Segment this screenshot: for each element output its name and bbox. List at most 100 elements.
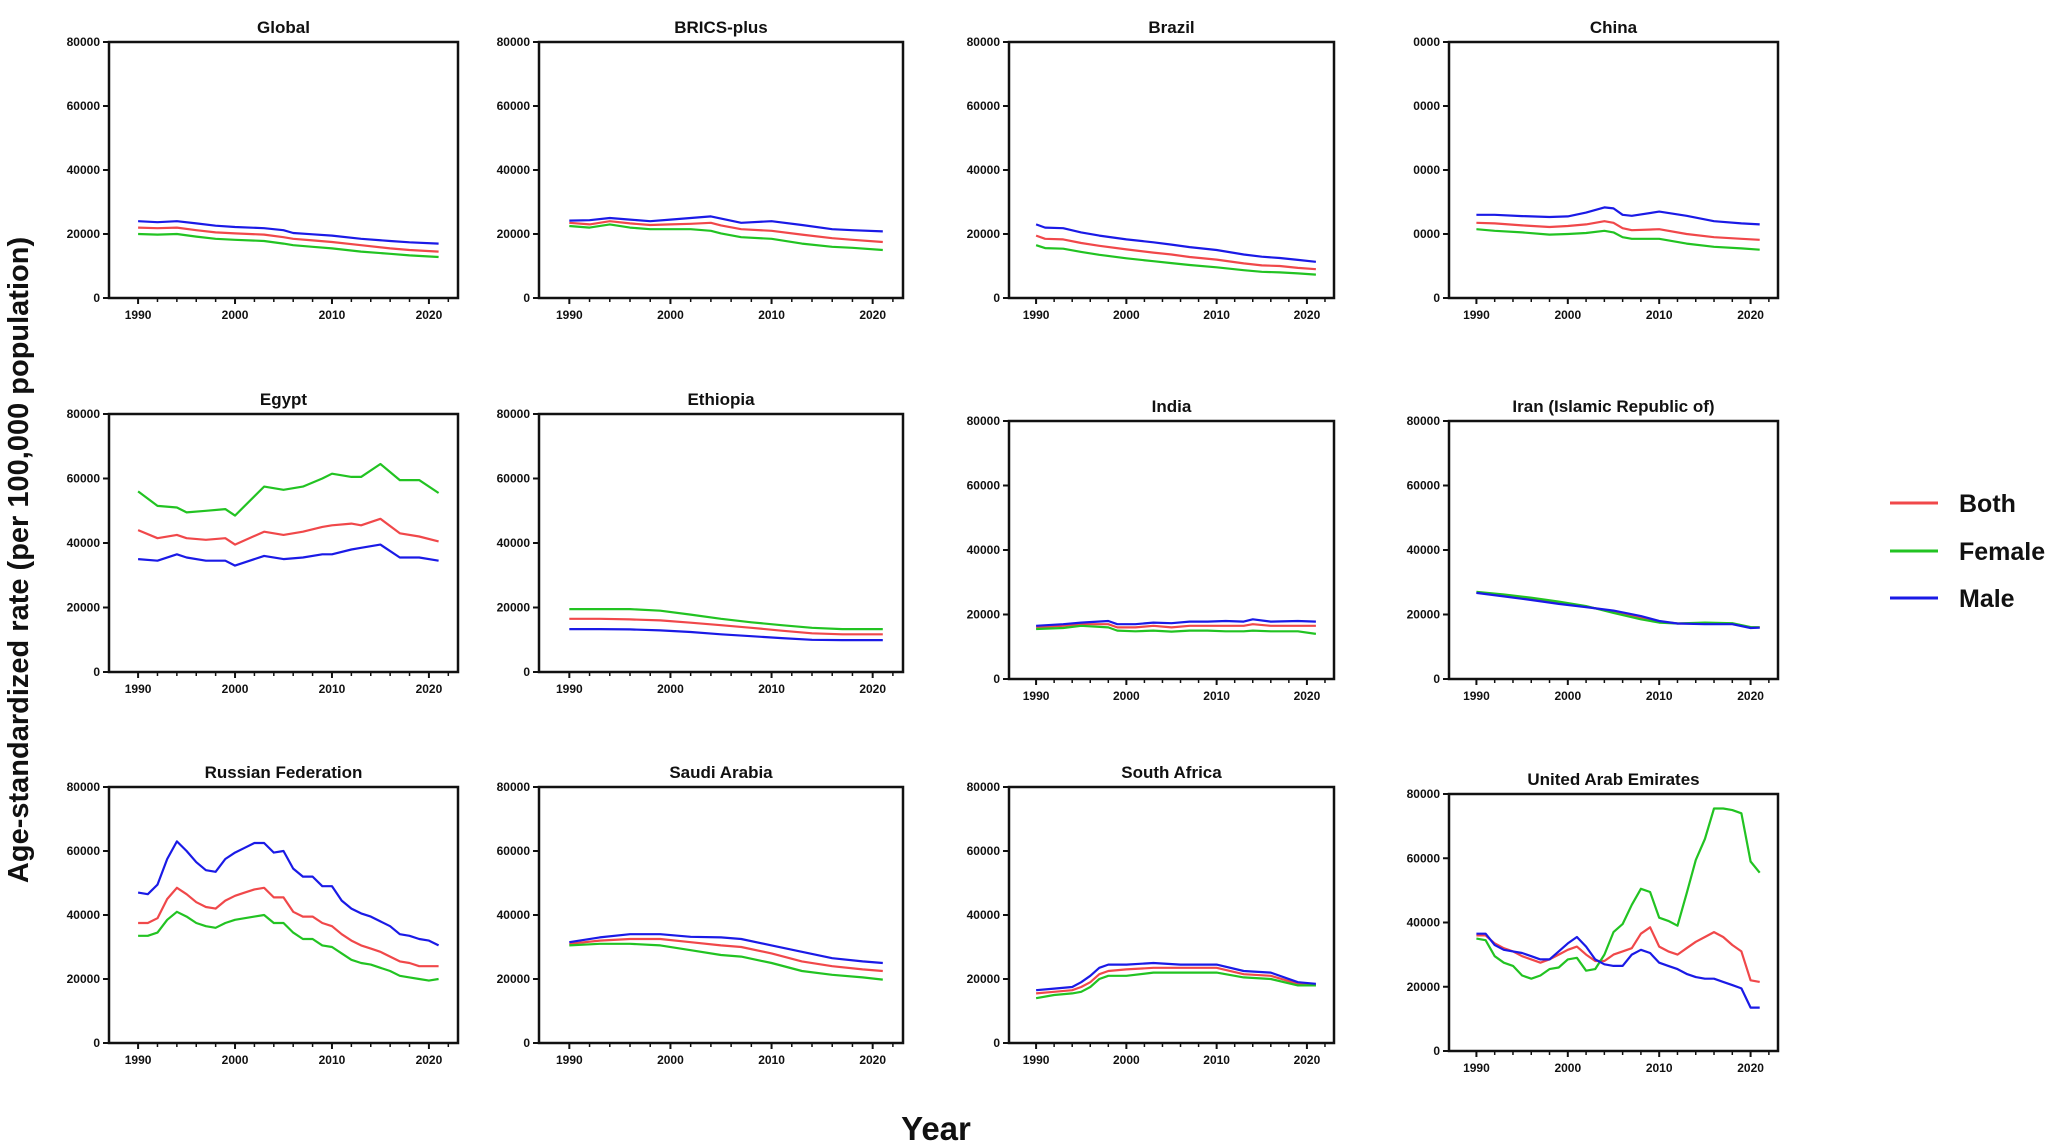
- x-tick-label: 2000: [1113, 689, 1140, 703]
- y-tick-label: 80000: [967, 780, 1001, 794]
- y-tick-label: 60000: [67, 844, 101, 858]
- y-tick-label: 0: [523, 291, 530, 305]
- y-tick-label: 0000: [1413, 99, 1440, 113]
- panel-iran-islamic-republic-of: Iran (Islamic Republic of) 0 20000 40000 600…: [1407, 397, 1780, 703]
- x-tick-label: 2020: [1737, 308, 1764, 322]
- y-tick-label: 80000: [67, 407, 101, 421]
- panel-title: India: [1152, 397, 1192, 416]
- x-tick-label: 2000: [657, 1053, 684, 1067]
- series-line-male: [569, 215, 883, 233]
- panel-title: BRICS-plus: [674, 18, 768, 37]
- y-tick-label: 60000: [497, 472, 531, 486]
- panel-global: Global 0 20000 40000 60000 80000 1990 2000 2010 2…: [67, 18, 460, 322]
- series-line-male: [1476, 591, 1760, 630]
- x-tick-label: 1990: [556, 308, 583, 322]
- y-axis-label: Age-standardized rate (per 100,000 popul…: [3, 237, 35, 883]
- y-tick-label: 20000: [497, 972, 531, 986]
- y-tick-label: 40000: [1407, 916, 1441, 930]
- panel-title: Egypt: [260, 390, 308, 409]
- series-line-female: [1036, 624, 1317, 635]
- panel-title: Russian Federation: [205, 763, 363, 782]
- y-tick-label: 0: [523, 1036, 530, 1050]
- plot-frame: [537, 40, 905, 300]
- panel-title: South Africa: [1121, 763, 1222, 782]
- series-line-female: [1476, 228, 1760, 251]
- y-tick-label: 80000: [67, 780, 101, 794]
- y-tick-label: 60000: [967, 99, 1001, 113]
- y-tick-label: 20000: [67, 601, 101, 615]
- y-tick-label: 80000: [497, 35, 531, 49]
- y-tick-label: 0: [993, 672, 1000, 686]
- y-tick-label: 20000: [1407, 980, 1441, 994]
- y-tick-label: 20000: [967, 608, 1001, 622]
- x-tick-label: 2020: [1737, 1061, 1764, 1075]
- series-line-both: [137, 517, 439, 546]
- y-tick-label: 60000: [967, 479, 1001, 493]
- x-tick-label: 2010: [758, 308, 785, 322]
- x-tick-label: 2020: [1294, 308, 1321, 322]
- y-tick-label: 20000: [967, 227, 1001, 241]
- legend-item-both: Both: [1890, 490, 2016, 518]
- legend-item-female: Female: [1890, 538, 2045, 566]
- series-line-female: [569, 607, 883, 631]
- panel-title: United Arab Emirates: [1527, 770, 1699, 789]
- y-tick-label: 80000: [967, 414, 1001, 428]
- y-tick-label: 40000: [967, 163, 1001, 177]
- x-tick-label: 2000: [657, 308, 684, 322]
- series-line-both: [1476, 220, 1760, 241]
- x-tick-label: 2000: [222, 682, 249, 696]
- series-line-female: [1476, 807, 1761, 980]
- y-tick-label: 80000: [967, 35, 1001, 49]
- x-tick-label: 1990: [556, 682, 583, 696]
- y-tick-label: 60000: [1407, 851, 1441, 865]
- panel-title: China: [1590, 18, 1638, 37]
- y-tick-label: 40000: [67, 908, 101, 922]
- series-line-both: [1036, 966, 1316, 995]
- y-tick-label: 20000: [1407, 608, 1441, 622]
- y-tick-label: 20000: [67, 227, 101, 241]
- plot-frame: [1007, 419, 1336, 681]
- legend-label-female: Female: [1959, 538, 2045, 566]
- y-tick-label: 60000: [497, 99, 531, 113]
- series-line-male: [138, 543, 439, 567]
- series-line-female: [1035, 971, 1316, 1000]
- x-tick-label: 1990: [1023, 689, 1050, 703]
- y-tick-label: 0: [1433, 672, 1440, 686]
- x-tick-label: 1990: [556, 1053, 583, 1067]
- y-tick-label: 20000: [67, 972, 101, 986]
- x-tick-label: 2010: [319, 308, 346, 322]
- y-tick-label: 0: [993, 1036, 1000, 1050]
- panel-title: Brazil: [1148, 18, 1194, 37]
- series-line-both: [138, 886, 439, 968]
- series-line-male: [1036, 618, 1316, 627]
- plot-frame: [107, 412, 460, 674]
- legend-label-both: Both: [1959, 490, 2016, 518]
- y-tick-label: 40000: [967, 908, 1001, 922]
- x-tick-label: 2010: [1646, 1061, 1673, 1075]
- x-tick-label: 1990: [1463, 689, 1490, 703]
- series-line-male: [1035, 223, 1317, 263]
- y-tick-label: 60000: [497, 844, 531, 858]
- y-tick-label: 0: [523, 665, 530, 679]
- series-line-female: [1035, 244, 1316, 276]
- panel-brazil: Brazil 0 20000 40000 60000 80000 1990 2000 2010 2…: [967, 18, 1336, 322]
- y-tick-label: 60000: [67, 472, 101, 486]
- y-tick-label: 80000: [1407, 414, 1441, 428]
- plot-frame: [537, 785, 905, 1045]
- plot-frame: [107, 785, 460, 1045]
- panel-russian-federation: Russian Federation 0 20000 40000 60000 80000 1…: [67, 763, 460, 1067]
- series-line-male: [1036, 961, 1316, 992]
- x-tick-label: 2020: [859, 1053, 886, 1067]
- x-tick-label: 1990: [125, 682, 152, 696]
- panel-title: Global: [257, 18, 310, 37]
- y-tick-label: 40000: [967, 543, 1001, 557]
- series-line-both: [1476, 926, 1760, 983]
- y-tick-label: 40000: [497, 908, 531, 922]
- y-tick-label: 0: [93, 291, 100, 305]
- plot-frame: [1007, 785, 1336, 1045]
- series-line-male: [1476, 206, 1760, 226]
- x-tick-label: 2010: [1203, 1053, 1230, 1067]
- series-line-both: [569, 937, 883, 973]
- panel-brics-plus: BRICS-plus 0 20000 40000 60000 80000 1990 2000 2…: [497, 18, 905, 322]
